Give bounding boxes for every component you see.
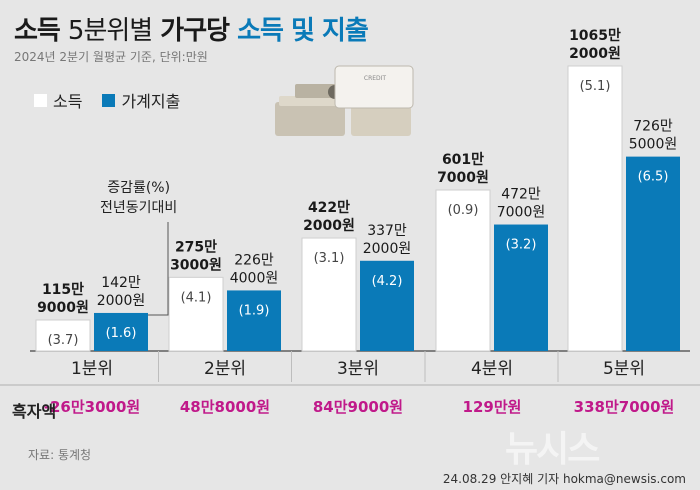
- value-label-income-2-line2: 3000원: [170, 257, 222, 273]
- bar-expense-2: [227, 290, 281, 351]
- change-rate-annotation: 증감률(%) 전년동기대비: [100, 178, 177, 218]
- value-label-expense-3-line2: 2000원: [363, 241, 412, 257]
- value-label-income-4-line2: 7000원: [437, 170, 489, 186]
- value-label-expense-1-line1: 142만: [101, 275, 141, 291]
- legend-item-income: 소득: [34, 88, 82, 112]
- credit-card-icon: CREDIT: [334, 65, 414, 109]
- change-pct-expense-4: (3.2): [506, 238, 537, 253]
- category-label-4: 4분위: [471, 359, 513, 379]
- surplus-value-5: 338만7000원: [574, 398, 675, 416]
- legend-label-income: 소득: [53, 92, 83, 111]
- bar-expense-5: [626, 156, 680, 351]
- title-part-2: 5분위별: [67, 16, 153, 46]
- change-pct-income-1: (3.7): [48, 333, 79, 348]
- value-label-income-4-line1: 601만: [442, 152, 484, 168]
- change-pct-income-5: (5.1): [580, 79, 611, 94]
- category-label-3: 3분위: [337, 359, 379, 379]
- title-part-4: 소득 및 지출: [237, 16, 369, 46]
- chart-title: 소득 5분위별 가구당 소득 및 지출: [14, 10, 369, 47]
- bar-income-5: [567, 65, 623, 352]
- surplus-value-3: 84만9000원: [313, 398, 403, 416]
- value-label-expense-1-line2: 2000원: [97, 293, 146, 309]
- value-label-expense-3-line1: 337만: [367, 223, 407, 239]
- legend: 소득 가계지출: [34, 88, 200, 112]
- value-label-income-1-line1: 115만: [42, 282, 84, 298]
- value-label-expense-2-line2: 4000원: [230, 270, 279, 286]
- annotation-line-1: 증감률(%): [107, 180, 171, 196]
- annotation-leader-line: [148, 222, 169, 316]
- bar-income-1: [35, 319, 91, 352]
- change-pct-expense-2: (1.9): [239, 303, 270, 318]
- newsis-logo: 뉴시스: [505, 429, 600, 470]
- change-pct-income-4: (0.9): [448, 203, 479, 218]
- legend-label-expense: 가계지출: [121, 92, 181, 111]
- value-label-income-5-line2: 2000원: [569, 46, 621, 62]
- value-label-expense-4-line2: 7000원: [497, 205, 546, 221]
- legend-swatch-income: [34, 93, 47, 107]
- value-label-income-2-line1: 275만: [175, 239, 217, 255]
- legend-swatch-expense: [102, 93, 116, 107]
- bar-income-4: [435, 189, 491, 352]
- bar-expense-4: [494, 224, 548, 351]
- category-label-5: 5분위: [603, 359, 645, 379]
- surplus-value-4: 129만원: [463, 398, 522, 416]
- change-pct-expense-1: (1.6): [106, 326, 137, 341]
- annotation-line-2: 전년동기대비: [100, 200, 178, 216]
- bar-expense-1: [94, 312, 148, 351]
- value-label-income-3-line2: 2000원: [303, 218, 355, 234]
- value-label-income-3-line1: 422만: [308, 200, 350, 216]
- change-pct-expense-3: (4.2): [372, 274, 403, 289]
- title-part-3: 가구당: [160, 16, 230, 46]
- surplus-value-2: 48만8000원: [180, 398, 270, 416]
- value-label-expense-4-line1: 472만: [501, 187, 541, 203]
- bar-income-2: [168, 276, 224, 352]
- category-label-1: 1분위: [71, 359, 113, 379]
- card-text: CREDIT: [364, 75, 387, 82]
- title-part-1: 소득: [14, 16, 61, 46]
- surplus-label: 흑자액: [12, 402, 57, 421]
- value-label-expense-5-line2: 5000원: [629, 137, 678, 153]
- change-pct-income-2: (4.1): [181, 290, 212, 305]
- value-label-expense-5-line1: 726만: [633, 119, 673, 135]
- surplus-value-1: -26만3000원: [44, 398, 140, 416]
- chart-subtitle: 2024년 2분기 월평균 기준, 단위:만원: [14, 50, 208, 64]
- bar-expense-3: [360, 260, 414, 351]
- bar-income-3: [301, 237, 357, 352]
- money-illustration: CREDIT: [275, 65, 414, 136]
- legend-item-expense: 가계지출: [102, 88, 180, 112]
- source-note: 자료: 통계청: [28, 448, 92, 462]
- value-label-expense-2-line1: 226만: [234, 252, 274, 268]
- bar-chart: (3.7) 9000원 115만 (1.6) 2000원 142만 1분위 -26만3000원…: [0, 28, 700, 416]
- change-pct-expense-5: (6.5): [638, 170, 669, 185]
- change-pct-income-3: (3.1): [314, 251, 345, 266]
- value-label-income-1-line2: 9000원: [37, 300, 89, 316]
- value-label-income-5-line1: 1065만: [569, 28, 621, 44]
- category-label-2: 2분위: [204, 359, 246, 379]
- credit-line: 24.08.29 안지혜 기자 hokma@newsis.com: [442, 472, 686, 486]
